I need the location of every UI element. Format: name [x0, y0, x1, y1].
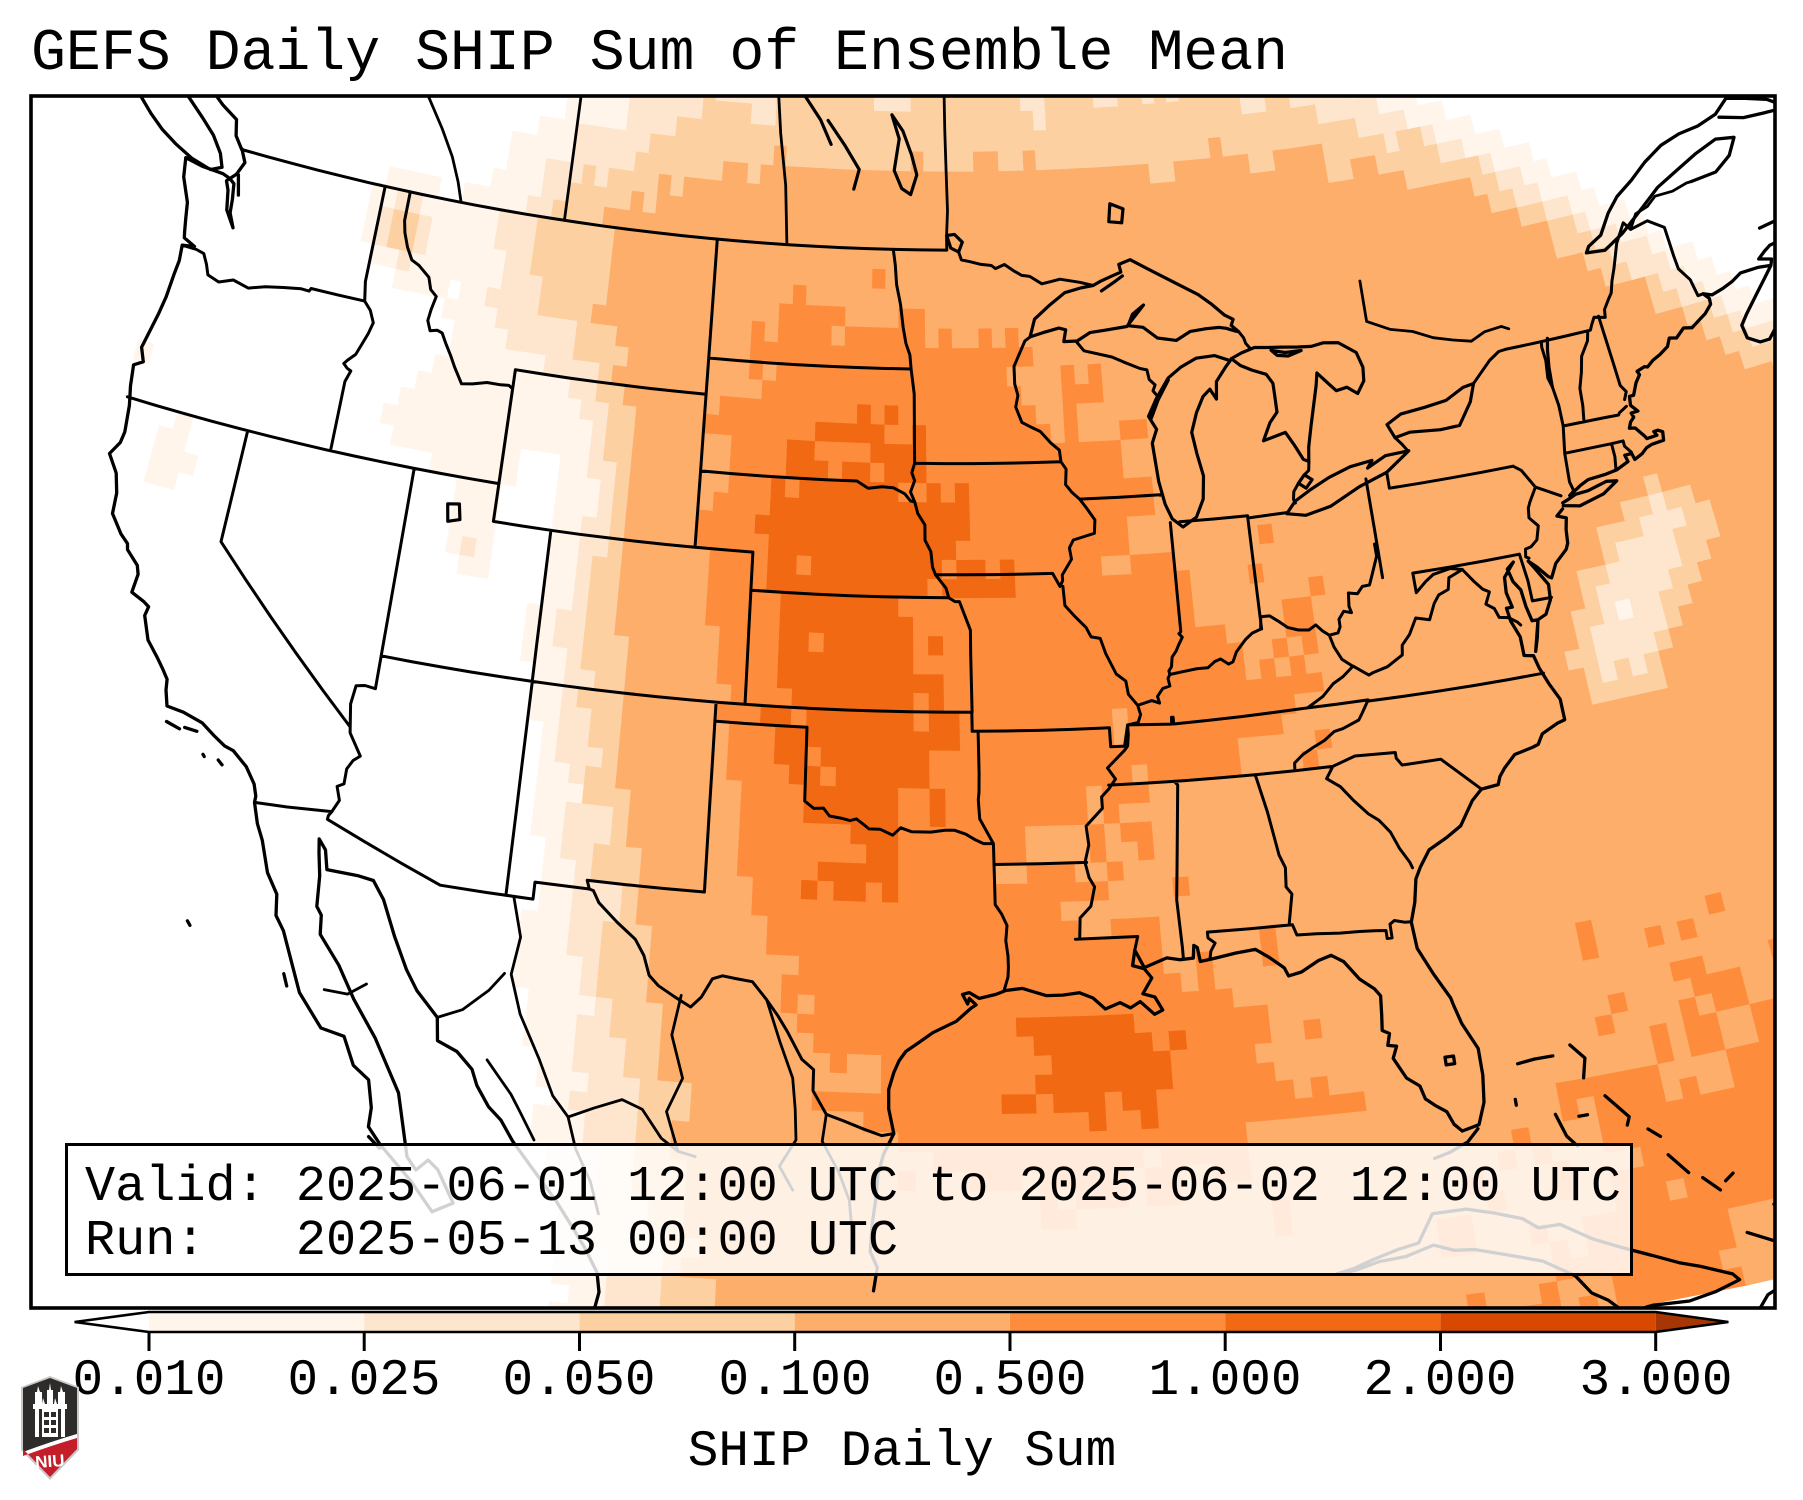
svg-text:NIU: NIU — [35, 1451, 66, 1472]
